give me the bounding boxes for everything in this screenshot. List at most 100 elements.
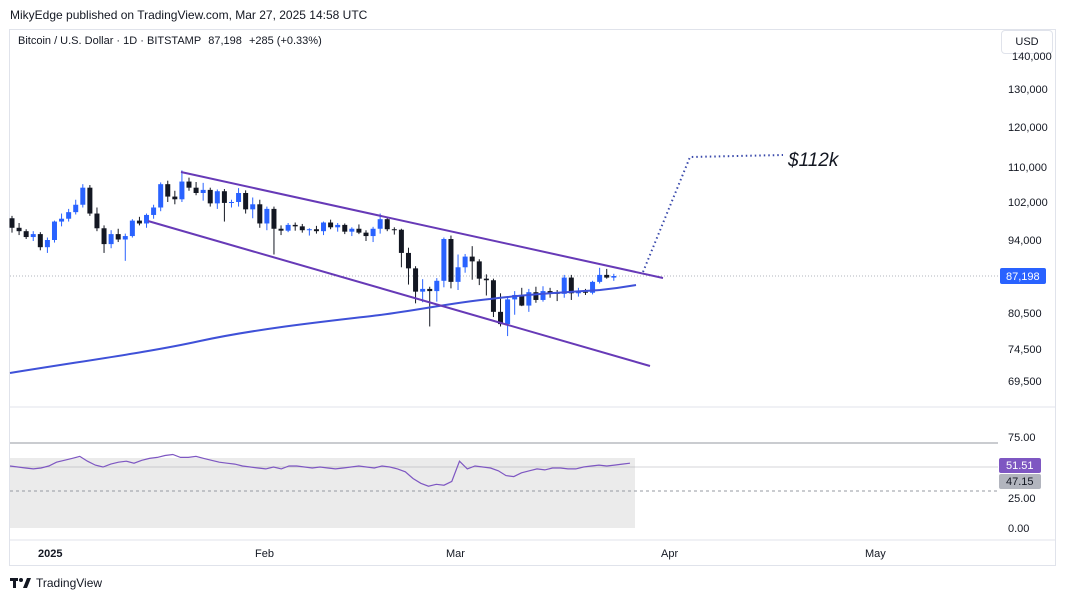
candle-body [441,239,447,281]
candle-body [101,228,107,245]
rsi-line [9,453,631,487]
candle-body [9,218,15,228]
rsi-ma-label: 47.15 [1006,476,1034,488]
candle-body [278,228,284,231]
price-tick: 130,000 [1008,84,1048,96]
candle-body [243,192,249,210]
price-tick: 120,000 [1008,122,1048,134]
candle-body [448,239,454,282]
time-tick-may: May [865,548,886,560]
candle-body [370,228,376,237]
rsi-tick: 0.00 [1008,523,1029,535]
candle-body [335,224,341,228]
last-price: 87,198 [208,35,242,47]
time-tick-apr: Apr [661,548,678,560]
candle-body [561,277,567,294]
candle-body [398,229,404,253]
last-price-badge [1000,268,1046,284]
candle-body [236,192,242,202]
candle-body [547,291,553,293]
price-tick: 74,500 [1008,344,1042,356]
candle-body [136,220,142,224]
candle-body [483,278,489,281]
publisher-credit: MikyEdge published on TradingView.com, M… [10,8,368,22]
candle-body [66,212,72,219]
candle-body [80,187,86,205]
candle-body [285,224,291,231]
candle-body [144,214,150,224]
candle-body [391,229,397,231]
projection-path[interactable] [642,154,784,273]
candle-body [356,228,362,233]
rsi-background [10,458,635,528]
time-tick-feb: Feb [255,548,274,560]
candle-body [207,189,213,204]
candle-body [122,236,128,240]
rsi-tick: 75.00 [1008,432,1036,444]
candle-body [172,196,178,200]
candle-body [533,292,539,300]
candle-body [51,221,57,240]
candle-body [420,288,426,292]
channel-lower-line[interactable] [147,220,651,367]
candle-body [427,288,433,292]
candle-body [363,232,369,237]
candle-body [165,184,171,197]
candle-body [228,202,234,203]
brand-name: TradingView [36,576,103,590]
candle-body [540,291,546,300]
channel-upper-line[interactable] [180,171,664,279]
candle-body [214,191,220,204]
candle-body [455,267,461,282]
time-tick-2025: 2025 [38,548,62,560]
price-tick-top: 140,000 [1012,51,1052,63]
last-price-badge-label: 87,198 [1006,271,1040,283]
candle-body [526,292,532,306]
candle-body [44,240,50,248]
candle-body [158,184,164,208]
candle-body [193,187,199,193]
time-tick-mar: Mar [446,548,465,560]
candle-body [498,311,504,325]
candle-body [94,213,100,229]
symbol-legend: Bitcoin / U.S. Dollar · 1D · BITSTAMP 87… [18,35,326,47]
rsi-tick: 25.00 [1008,493,1036,505]
candle-body [23,231,29,238]
candle-body [434,280,440,292]
rsi-value-label: 51.51 [1006,460,1034,472]
candle-body [115,234,121,240]
candle-body [342,224,348,232]
candle-body [16,227,22,232]
candle-body [108,234,114,245]
symbol-description: Bitcoin / U.S. Dollar · 1D · BITSTAMP [18,35,202,47]
candle-body [590,281,596,293]
candle-body [377,219,383,229]
candle-body [271,208,277,229]
price-tick: 69,500 [1008,376,1042,388]
candle-body [257,204,263,224]
tradingview-logo[interactable]: TradingView [10,576,102,590]
target-annotation: $112k [787,150,840,171]
candle-body [476,261,482,279]
candle-body [151,207,157,215]
price-tick: 102,000 [1008,197,1048,209]
candle-body [413,268,419,292]
candle-body [349,228,355,232]
candle-body [186,181,192,188]
price-change: +285 (+0.33%) [248,35,322,47]
candle-body [462,256,468,268]
candle-body [597,274,603,282]
tradingview-logo-icon [10,578,31,588]
candle-body [519,294,525,306]
candle-body [505,299,511,325]
candle-body [611,276,617,278]
candle-body [264,208,270,224]
candle-body [604,274,610,278]
candle-body [306,229,312,231]
price-tick: 94,000 [1008,235,1042,247]
candle-body [405,252,411,269]
currency-button[interactable]: USD [1001,30,1053,54]
candle-body [469,256,475,262]
rsi-value-badge [999,458,1041,473]
